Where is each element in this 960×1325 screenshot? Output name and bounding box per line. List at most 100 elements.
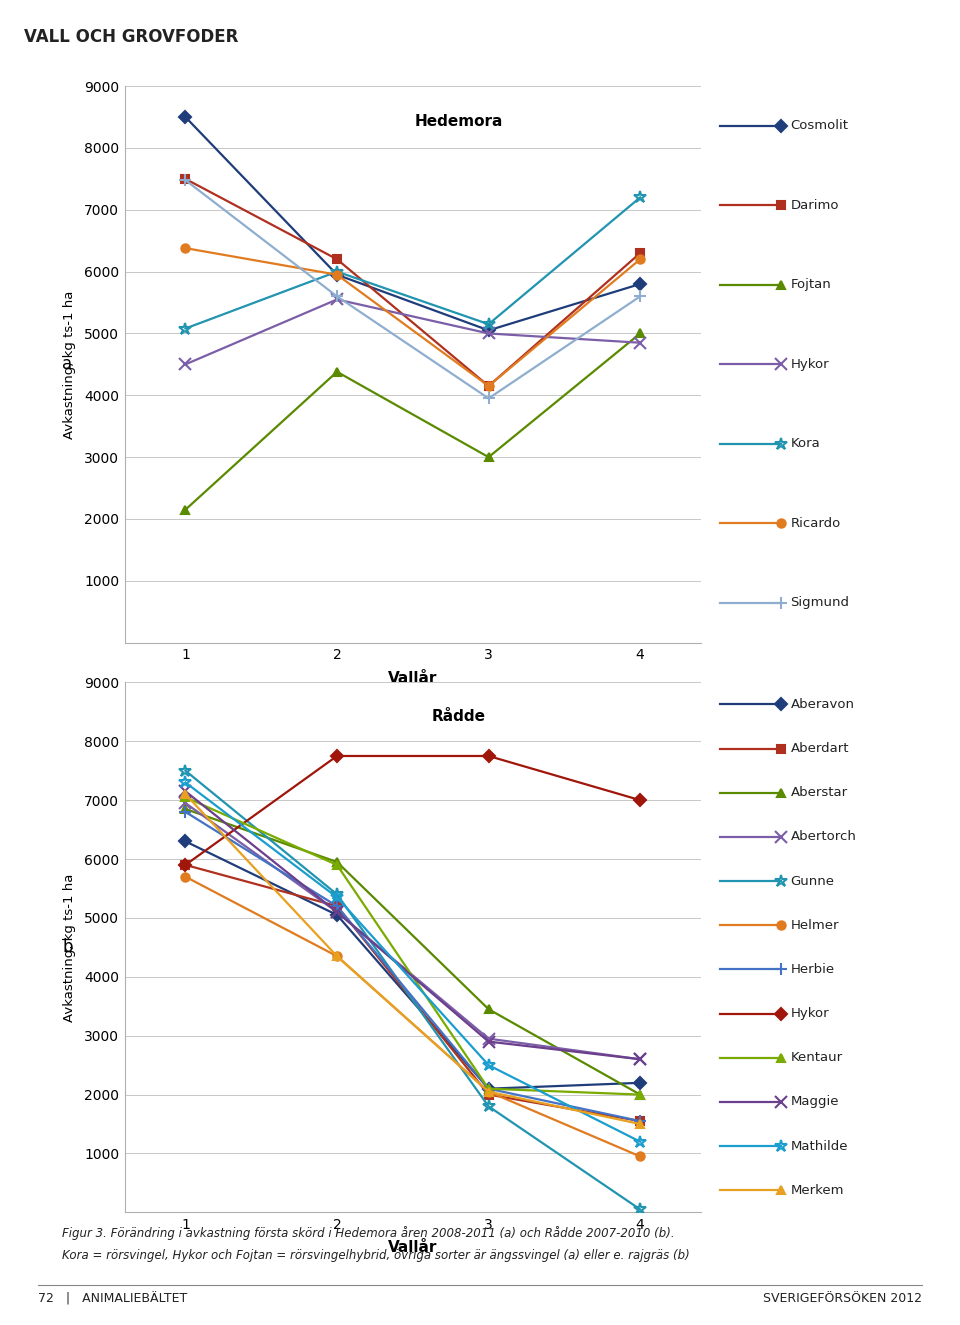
Mathilde <box>635 1134 646 1150</box>
Line: Aberdart: Aberdart <box>181 861 644 1125</box>
Aberdart <box>635 1113 646 1129</box>
Text: 72   |   ANIMALIEBÄLTET: 72 | ANIMALIEBÄLTET <box>38 1292 187 1305</box>
Fojtan <box>635 326 646 342</box>
Text: Merkem: Merkem <box>790 1183 844 1196</box>
Text: Rådde: Rådde <box>432 709 486 723</box>
Darimo <box>180 171 191 187</box>
Line: Abertorch: Abertorch <box>180 798 646 1065</box>
Text: Helmer: Helmer <box>790 918 839 931</box>
Kentaur <box>635 1086 646 1102</box>
Text: Aberstar: Aberstar <box>790 786 848 799</box>
Kentaur <box>180 790 191 806</box>
Text: b: b <box>62 938 73 957</box>
Line: Aberavon: Aberavon <box>181 837 644 1093</box>
Y-axis label: Avkastning, kg ts-1 ha: Avkastning, kg ts-1 ha <box>62 873 76 1022</box>
Aberstar <box>635 1086 646 1102</box>
Herbie <box>180 804 191 820</box>
Line: Mathilde: Mathilde <box>180 776 646 1147</box>
Cosmolit <box>483 322 494 338</box>
Cosmolit <box>635 276 646 292</box>
Abertorch <box>483 1031 494 1047</box>
Line: Fojtan: Fojtan <box>181 330 644 514</box>
Herbie <box>483 1081 494 1097</box>
Line: Herbie: Herbie <box>180 807 646 1126</box>
Kora <box>331 264 343 280</box>
Hykor <box>635 335 646 351</box>
Text: Gunne: Gunne <box>790 874 834 888</box>
Hykor <box>180 356 191 372</box>
Mathilde <box>483 1057 494 1073</box>
Hykor <box>180 857 191 873</box>
Aberstar <box>483 1002 494 1018</box>
Line: Helmer: Helmer <box>181 873 644 1161</box>
Abertorch <box>180 795 191 811</box>
Darimo <box>635 245 646 261</box>
Aberstar <box>180 802 191 818</box>
Ricardo <box>635 252 646 268</box>
Hykor <box>483 749 494 765</box>
Gunne <box>483 1098 494 1114</box>
Kora <box>180 321 191 337</box>
Abertorch <box>635 1051 646 1067</box>
Kora <box>635 189 646 205</box>
Line: Hykor: Hykor <box>181 751 644 869</box>
Herbie <box>331 898 343 914</box>
Ricardo <box>483 378 494 394</box>
Text: Figur 3. Förändring i avkastning första skörd i Hedemora åren 2008-2011 (a) och : Figur 3. Förändring i avkastning första … <box>62 1226 675 1240</box>
Aberavon <box>331 908 343 924</box>
Line: Kentaur: Kentaur <box>181 794 644 1098</box>
Fojtan <box>331 364 343 380</box>
Aberavon <box>483 1081 494 1097</box>
Aberdart <box>180 857 191 873</box>
Text: Sigmund: Sigmund <box>790 596 850 610</box>
Text: a: a <box>62 355 73 374</box>
Text: Aberdart: Aberdart <box>790 742 849 755</box>
X-axis label: Vallår: Vallår <box>388 670 438 685</box>
Darimo <box>483 378 494 394</box>
Hykor <box>331 292 343 307</box>
Text: VALL OCH GROVFODER: VALL OCH GROVFODER <box>24 28 238 46</box>
Hykor <box>483 326 494 342</box>
Text: Maggie: Maggie <box>790 1096 839 1109</box>
Ricardo <box>331 266 343 282</box>
Text: Hykor: Hykor <box>790 358 829 371</box>
Darimo <box>331 252 343 268</box>
Line: Maggie: Maggie <box>180 786 646 1065</box>
Abertorch <box>331 904 343 920</box>
Hykor <box>635 792 646 808</box>
Gunne <box>180 763 191 779</box>
Hykor <box>331 749 343 765</box>
Maggie <box>331 904 343 920</box>
Helmer <box>483 1084 494 1100</box>
Text: Hykor: Hykor <box>790 1007 829 1020</box>
Line: Darimo: Darimo <box>181 175 644 390</box>
Sigmund <box>483 391 494 407</box>
Helmer <box>331 949 343 965</box>
Line: Kora: Kora <box>180 191 646 335</box>
Cosmolit <box>331 266 343 282</box>
Kora <box>483 317 494 333</box>
Text: Ricardo: Ricardo <box>790 517 841 530</box>
Text: Mathilde: Mathilde <box>790 1140 848 1153</box>
Merkem <box>483 1084 494 1100</box>
Merkem <box>635 1116 646 1132</box>
Line: Hykor: Hykor <box>180 294 646 370</box>
Sigmund <box>635 289 646 305</box>
Herbie <box>635 1113 646 1129</box>
Helmer <box>635 1149 646 1165</box>
Text: Hedemora: Hedemora <box>415 114 503 129</box>
Mathilde <box>180 775 191 791</box>
Aberstar <box>331 855 343 871</box>
Maggie <box>483 1034 494 1049</box>
Text: Kora: Kora <box>790 437 820 450</box>
Line: Merkem: Merkem <box>181 790 644 1128</box>
Aberavon <box>180 833 191 849</box>
Sigmund <box>180 172 191 188</box>
Line: Gunne: Gunne <box>180 765 646 1215</box>
X-axis label: Vallår: Vallår <box>388 1240 438 1255</box>
Maggie <box>635 1051 646 1067</box>
Sigmund <box>331 289 343 305</box>
Gunne <box>331 886 343 902</box>
Text: Fojtan: Fojtan <box>790 278 831 292</box>
Kentaur <box>331 857 343 873</box>
